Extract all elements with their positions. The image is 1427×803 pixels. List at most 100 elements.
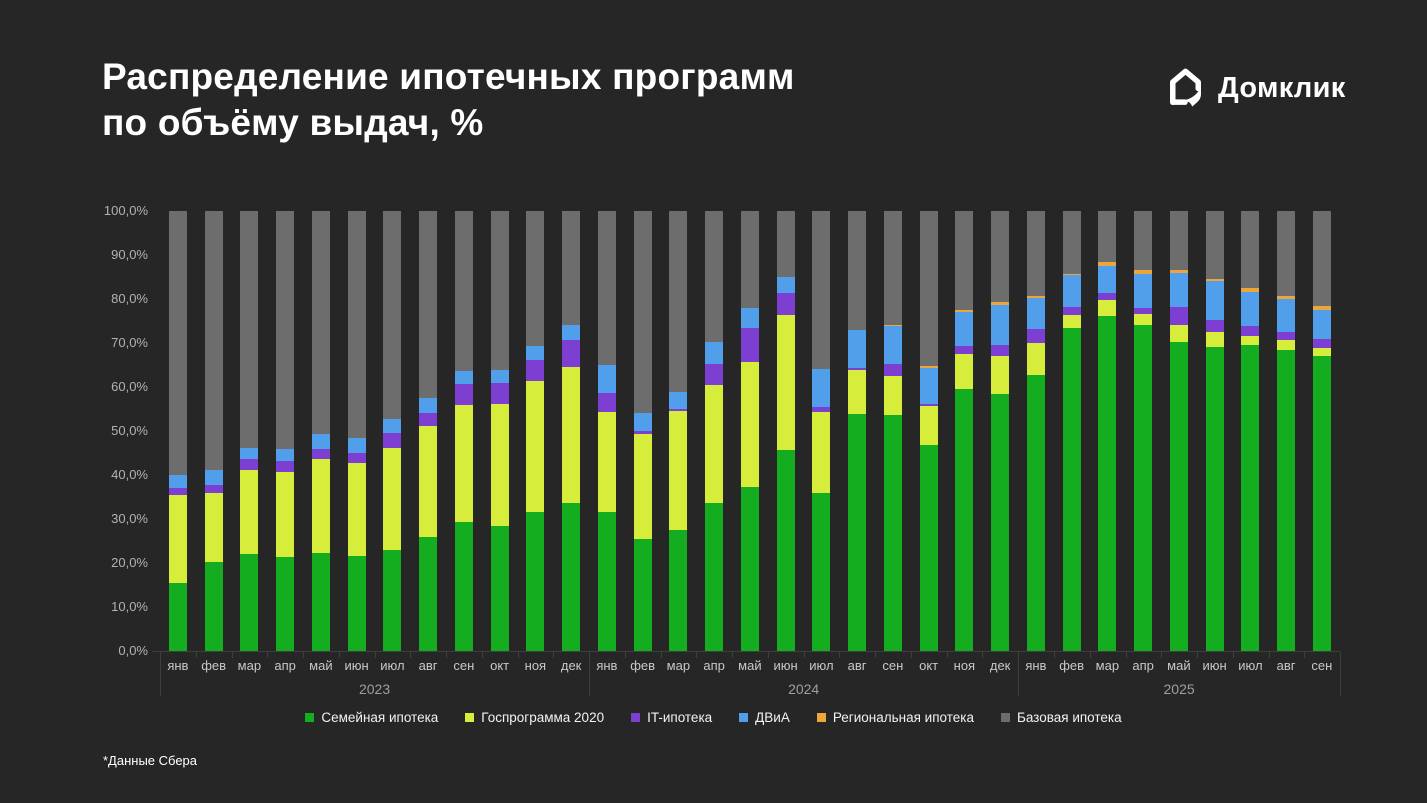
legend-item: IT-ипотека <box>631 710 712 725</box>
stacked-bar <box>1312 211 1331 651</box>
bar-segment <box>383 418 402 433</box>
bar-segment <box>347 438 366 454</box>
y-tick-label: 70,0% <box>111 335 148 350</box>
y-tick-label: 40,0% <box>111 467 148 482</box>
stacked-bar <box>633 211 652 651</box>
bar-column <box>232 211 268 651</box>
bar-segment <box>1169 211 1188 271</box>
bar-segment <box>991 304 1010 346</box>
stacked-bar <box>955 211 974 651</box>
bar-segment <box>311 552 330 651</box>
y-tick-label: 90,0% <box>111 247 148 262</box>
bar-segment <box>1312 211 1331 307</box>
bar-segment <box>168 211 187 476</box>
bar-segment <box>1062 315 1081 329</box>
bar-column <box>303 211 339 651</box>
x-tick-label: май <box>1167 658 1191 673</box>
legend-label: Региональная ипотека <box>832 710 974 725</box>
y-tick-label: 20,0% <box>111 555 148 570</box>
bar-segment <box>1134 307 1153 314</box>
month-tick <box>303 652 304 658</box>
month-tick <box>1197 652 1198 658</box>
month-tick <box>1232 652 1234 658</box>
stacked-bar <box>669 211 688 651</box>
bar-segment <box>597 392 616 413</box>
bar-segment <box>1205 281 1224 320</box>
bar-segment <box>276 471 295 557</box>
legend-label: Семейная ипотека <box>321 710 439 725</box>
bar-segment <box>848 370 867 415</box>
bar-segment <box>1277 340 1296 351</box>
bar-segment <box>526 211 545 347</box>
x-tick-label: июл <box>380 658 405 673</box>
bar-segment <box>526 360 545 382</box>
bar-segment <box>1134 324 1153 651</box>
month-tick <box>910 652 912 658</box>
month-tick <box>1125 652 1127 658</box>
y-tick-label: 30,0% <box>111 511 148 526</box>
legend-item: Базовая ипотека <box>1000 710 1122 725</box>
bar-segment <box>776 315 795 451</box>
x-tick-label: июл <box>1238 658 1263 673</box>
bar-segment <box>705 342 724 364</box>
bar-segment <box>240 458 259 470</box>
bar-segment <box>955 211 974 311</box>
stacked-bar <box>1134 211 1153 651</box>
bar-segment <box>562 324 581 341</box>
stacked-bar <box>240 211 259 651</box>
bar-segment <box>1241 288 1260 292</box>
x-tick-label: мар <box>237 658 262 673</box>
domclick-logo: Домклик <box>1162 62 1346 114</box>
bar-segment <box>204 484 223 493</box>
bar-segment <box>919 444 938 651</box>
bar-column <box>589 211 625 651</box>
month-tick <box>982 652 984 658</box>
page-title: Распределение ипотечных программ по объё… <box>102 54 795 146</box>
month-tick <box>660 652 662 658</box>
bar-segment <box>240 211 259 448</box>
bar-segment <box>1062 273 1081 276</box>
bar-segment <box>669 408 688 412</box>
stacked-bar <box>812 211 831 651</box>
legend-swatch <box>739 713 749 722</box>
x-tick-label: фев <box>630 658 656 673</box>
bar-segment <box>204 562 223 651</box>
x-tick-label: апр <box>274 658 296 673</box>
bar-segment <box>740 328 759 362</box>
bar-segment <box>919 405 938 445</box>
x-tick-label: мар <box>666 658 691 673</box>
x-tick-label: апр <box>703 658 725 673</box>
bar-segment <box>1205 346 1224 651</box>
stacked-bar <box>562 211 581 651</box>
legend-label: ДВиА <box>755 710 790 725</box>
bar-column <box>518 211 554 651</box>
x-tick-label: авг <box>1276 658 1296 673</box>
bar-segment <box>633 538 652 651</box>
bar-segment <box>955 310 974 312</box>
y-tick-label: 80,0% <box>111 291 148 306</box>
footnote: *Данные Сбера <box>103 753 198 768</box>
bar-segment <box>669 211 688 392</box>
x-tick-label: апр <box>1132 658 1154 673</box>
bar-segment <box>276 448 295 461</box>
bar-segment <box>419 413 438 427</box>
bar-segment <box>597 211 616 366</box>
legend-label: Госпрограмма 2020 <box>481 710 605 725</box>
month-tick <box>1053 652 1055 658</box>
x-tick-label: ноя <box>524 658 547 673</box>
bar-segment <box>562 211 581 325</box>
bar-segment <box>1241 345 1260 651</box>
bar-segment <box>562 366 581 504</box>
bar-segment <box>383 549 402 651</box>
bar-segment <box>705 503 724 651</box>
bar-segment <box>1098 300 1117 317</box>
year-label: 2025 <box>1163 681 1195 697</box>
bar-segment <box>669 391 688 409</box>
bar-column <box>375 211 411 651</box>
bar-segment <box>1277 331 1296 341</box>
x-tick-label: янв <box>1025 658 1047 673</box>
x-tick-label: окт <box>919 658 939 673</box>
stacked-bar <box>1241 211 1260 651</box>
bar-segment <box>705 385 724 504</box>
month-tick <box>1268 652 1270 658</box>
